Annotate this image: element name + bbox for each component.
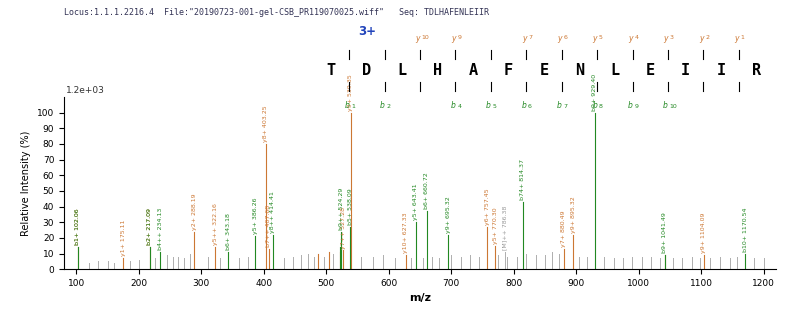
Text: b6+ 660.72: b6+ 660.72 [424,173,429,209]
Text: b1+ 102.06: b1+ 102.06 [75,209,80,245]
Text: y: y [628,34,633,43]
Text: I: I [681,63,690,78]
Text: L: L [398,63,407,78]
Text: b: b [628,101,633,110]
Text: 5: 5 [493,104,497,109]
Text: y1+ 175.11: y1+ 175.11 [121,220,126,256]
Text: y6+ 757.45: y6+ 757.45 [485,188,490,225]
Text: b: b [663,101,668,110]
Text: y5+ 386.26: y5+ 386.26 [253,198,258,234]
Text: y: y [663,34,668,43]
Text: 1: 1 [351,104,354,109]
Text: b5+ 538.09: b5+ 538.09 [348,188,353,225]
Text: b74+ 814.37: b74+ 814.37 [520,159,525,200]
Text: 2: 2 [386,104,390,109]
Text: E: E [646,63,655,78]
Text: b9++ 524.29: b9++ 524.29 [339,187,344,230]
Text: y9+ 539.35: y9+ 539.35 [348,74,354,111]
Text: y9+ 695.32: y9+ 695.32 [446,196,451,233]
Text: b7++ 407.68: b7++ 407.68 [266,205,271,247]
Text: 10: 10 [422,35,430,40]
Text: E: E [539,63,549,78]
Text: y8+ 403.25: y8+ 403.25 [263,105,268,142]
Text: I: I [717,63,726,78]
Text: b: b [557,101,562,110]
Text: 7: 7 [563,104,567,109]
Text: y: y [734,34,739,43]
Text: R: R [752,63,761,78]
Text: y7++ 527.28: y7++ 527.28 [341,207,346,249]
Text: 1.2e+03: 1.2e+03 [66,86,105,95]
Text: 9: 9 [634,104,638,109]
Text: F: F [504,63,513,78]
Text: 4: 4 [634,35,638,40]
Text: y9+ 895.32: y9+ 895.32 [570,196,576,233]
Text: b9+ 929.40: b9+ 929.40 [592,74,597,111]
Text: 10: 10 [670,104,678,109]
Text: y9+ 1104.09: y9+ 1104.09 [701,213,706,253]
Text: b1+ 102.06: b1+ 102.06 [75,209,80,245]
Text: b10+ 1170.54: b10+ 1170.54 [742,207,748,252]
Text: T: T [327,63,336,78]
Text: N: N [575,63,584,78]
Text: b4++ 234.13: b4++ 234.13 [158,208,162,250]
Y-axis label: Relative Intensity (%): Relative Intensity (%) [22,131,31,236]
Text: y: y [451,34,455,43]
Text: y: y [593,34,597,43]
Text: b2+ 217.09: b2+ 217.09 [147,208,152,245]
Text: b: b [592,101,597,110]
X-axis label: m/z: m/z [409,294,431,304]
Text: 5: 5 [599,35,602,40]
Text: b: b [380,101,385,110]
Text: y5+ 643.41: y5+ 643.41 [414,184,418,220]
Text: b: b [450,101,455,110]
Text: y10+ 627.33: y10+ 627.33 [403,213,408,253]
Text: b: b [486,101,491,110]
Text: b2+ 217.09: b2+ 217.09 [147,208,152,245]
Text: y7+ 880.49: y7+ 880.49 [562,210,566,247]
Text: 1: 1 [741,35,745,40]
Text: 6: 6 [563,35,567,40]
Text: b6+ 343.18: b6+ 343.18 [226,213,231,250]
Text: 7: 7 [528,35,532,40]
Text: y2+ 288.19: y2+ 288.19 [191,193,197,230]
Text: A: A [469,63,478,78]
Text: y: y [522,34,526,43]
Text: D: D [362,63,371,78]
Text: L: L [610,63,619,78]
Text: b: b [522,101,526,110]
Text: 3: 3 [670,35,674,40]
Text: 6: 6 [528,104,532,109]
Text: y: y [699,34,703,43]
Text: H: H [433,63,442,78]
Text: y5+ 770.30: y5+ 770.30 [493,207,498,244]
Text: Locus:1.1.1.2216.4  File:"20190723-001-gel-CSB_PR119070025.wiff"   Seq: TDLHAFEN: Locus:1.1.1.2216.4 File:"20190723-001-ge… [64,8,489,17]
Text: y8++ 414.41: y8++ 414.41 [270,191,275,233]
Text: b: b [344,101,349,110]
Text: 4: 4 [458,104,461,109]
Text: y5++ 322.16: y5++ 322.16 [213,203,218,245]
Text: 8: 8 [599,104,602,109]
Text: b9+ 1041.49: b9+ 1041.49 [662,212,667,253]
Text: 9: 9 [458,35,461,40]
Text: 3+: 3+ [358,25,376,38]
Text: y: y [415,34,420,43]
Text: 2: 2 [706,35,710,40]
Text: y: y [558,34,562,43]
Text: [M]++ 786.38: [M]++ 786.38 [502,206,508,250]
